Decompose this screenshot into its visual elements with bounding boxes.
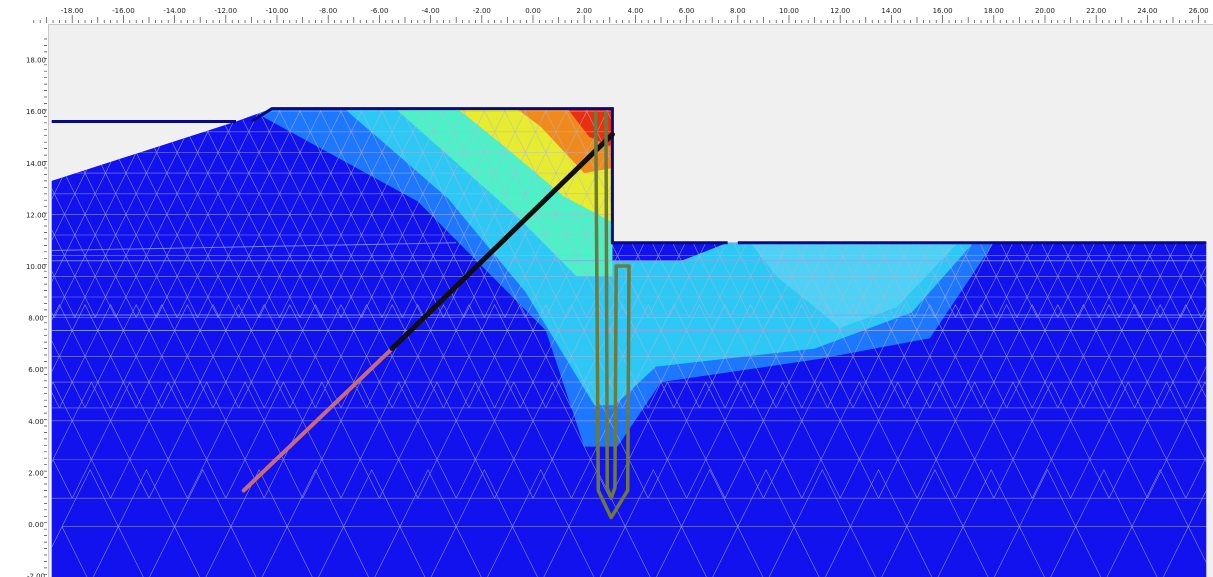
x-tick-label: -2.00 <box>473 7 491 15</box>
x-tick-label: -18.00 <box>61 7 84 15</box>
x-tick-label: 14.00 <box>881 7 901 15</box>
y-tick-label: 0.00 <box>28 521 44 529</box>
y-tick-label: 4.00 <box>28 418 44 426</box>
x-tick-label: 10.00 <box>779 7 799 15</box>
ground-line-top <box>250 107 728 245</box>
contour-band-6 <box>563 108 613 148</box>
x-tick-label: -10.00 <box>266 7 289 15</box>
x-tick-label: 4.00 <box>628 7 644 15</box>
ruler-ticks: -18.00 -16.00 -14.00 -12.00 -10.00 -8.00 -6.00… <box>26 7 1209 577</box>
y-tick-label: 10.00 <box>26 263 46 271</box>
y-tick-label: -2.00 <box>27 573 45 577</box>
horizontal-ruler <box>0 0 1213 25</box>
x-tick-label: 6.00 <box>679 7 695 15</box>
x-tick-label: 22.00 <box>1086 7 1106 15</box>
y-tick-label: 6.00 <box>28 366 44 374</box>
y-tick-label: 2.00 <box>28 469 44 477</box>
x-tick-label: -6.00 <box>370 7 388 15</box>
x-tick-label: -8.00 <box>319 7 337 15</box>
diaphragm-wall[interactable] <box>593 111 631 520</box>
x-tick-label: -4.00 <box>422 7 440 15</box>
x-tick-label: 26.00 <box>1189 7 1209 15</box>
x-tick-label: -14.00 <box>163 7 186 15</box>
x-tick-label: 0.00 <box>525 7 541 15</box>
y-tick-label: 18.00 <box>26 57 46 65</box>
x-tick-label: 8.00 <box>730 7 746 15</box>
y-tick-label: 12.00 <box>26 211 46 219</box>
y-tick-label: 16.00 <box>26 108 46 116</box>
y-tick-label: 14.00 <box>26 160 46 168</box>
anchor-free-length[interactable] <box>389 131 615 352</box>
x-tick-label: -16.00 <box>112 7 135 15</box>
x-tick-label: 20.00 <box>1035 7 1055 15</box>
structures-overlay <box>51 107 1207 520</box>
anchor-grout-body[interactable] <box>241 346 395 493</box>
x-tick-label: 18.00 <box>984 7 1004 15</box>
x-tick-label: 24.00 <box>1137 7 1157 15</box>
x-tick-label: 12.00 <box>830 7 850 15</box>
y-tick-label: 8.00 <box>28 315 44 323</box>
x-tick-label: 16.00 <box>933 7 953 15</box>
x-tick-label: -12.00 <box>215 7 238 15</box>
x-tick-label: 2.00 <box>576 7 592 15</box>
contour-wedge <box>750 242 958 328</box>
vertical-ruler <box>0 24 49 577</box>
